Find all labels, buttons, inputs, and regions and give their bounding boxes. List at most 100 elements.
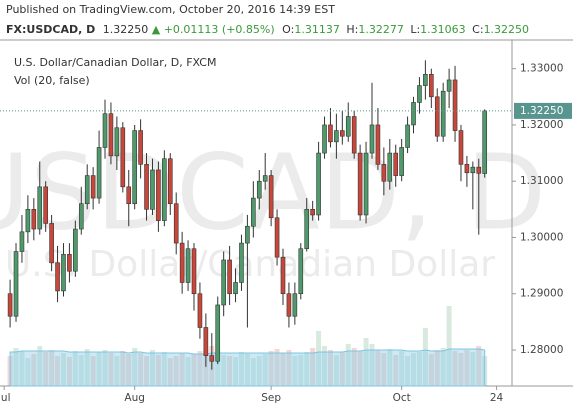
candle-body bbox=[256, 180, 262, 199]
price: 1.32250 bbox=[103, 23, 149, 36]
candle-body bbox=[162, 158, 167, 221]
low-value: 1.31063 bbox=[420, 23, 466, 36]
candle-body bbox=[334, 130, 339, 143]
candle-body bbox=[43, 186, 48, 224]
candle-body bbox=[239, 242, 244, 283]
candle-body bbox=[197, 293, 203, 328]
volume-bar bbox=[292, 356, 298, 386]
close-value: 1.32250 bbox=[484, 23, 530, 36]
candle-body bbox=[322, 124, 327, 154]
volume-bar bbox=[155, 355, 161, 386]
volume-bar bbox=[66, 357, 72, 386]
volume-bar bbox=[185, 357, 191, 386]
low-label: L: bbox=[410, 23, 420, 36]
volume-bar bbox=[37, 346, 43, 386]
volume-bar bbox=[90, 356, 96, 386]
volume-bar bbox=[434, 350, 440, 386]
candle-body bbox=[245, 225, 250, 244]
volume-bar bbox=[244, 353, 250, 386]
volume-bar bbox=[19, 351, 25, 386]
open-label: O: bbox=[282, 23, 294, 36]
candle-body bbox=[185, 248, 191, 283]
candle-body bbox=[156, 169, 161, 221]
symbol: FX:USDCAD, D bbox=[6, 23, 95, 36]
candle-body bbox=[458, 130, 464, 165]
candle-body bbox=[102, 113, 108, 148]
candle-body bbox=[387, 152, 393, 182]
volume-bar bbox=[149, 350, 155, 386]
volume-bar bbox=[84, 349, 90, 386]
candle-body bbox=[464, 164, 470, 174]
candle-body bbox=[482, 110, 488, 174]
open-value: 1.31137 bbox=[294, 23, 340, 36]
last-price-label: 1.32250 bbox=[520, 105, 563, 117]
candle-body bbox=[90, 175, 96, 199]
volume-bar bbox=[144, 356, 150, 386]
candle-body bbox=[49, 223, 54, 264]
close-label: C: bbox=[472, 23, 483, 36]
volume-bar bbox=[126, 354, 132, 386]
candle-body bbox=[399, 147, 404, 176]
candle-body bbox=[440, 90, 446, 137]
y-tick-label: 1.31000 bbox=[520, 175, 563, 187]
axes-layer: 1.28000 1.29000 1.30000 1.31000 1.32000 1.330… bbox=[0, 63, 572, 404]
volume-bar bbox=[191, 354, 197, 386]
candle-body bbox=[274, 217, 280, 258]
volume-bar bbox=[304, 352, 310, 386]
volume-bar bbox=[203, 348, 209, 386]
volume-bar bbox=[357, 351, 363, 386]
x-tick-label: Sep bbox=[261, 392, 281, 404]
volume-bar bbox=[381, 353, 387, 386]
volume-bar bbox=[49, 350, 55, 386]
volume-bar bbox=[138, 353, 144, 386]
legend-symbol: U.S. Dollar/Canadian Dollar, D, FXCM bbox=[14, 56, 216, 69]
volume-bar bbox=[387, 349, 393, 386]
volume-bar bbox=[458, 353, 464, 386]
volume-bar bbox=[393, 355, 399, 386]
volume-bar bbox=[215, 350, 221, 386]
volume-bar bbox=[280, 353, 286, 386]
volume-bar bbox=[316, 331, 322, 386]
y-tick-label: 1.33000 bbox=[520, 63, 563, 75]
candle-body bbox=[280, 256, 286, 295]
candle-body bbox=[209, 355, 215, 362]
volume-bar bbox=[274, 349, 280, 386]
candle-body bbox=[132, 130, 137, 205]
watermark-description: U.S. Dollar/Canadian Dollar bbox=[5, 244, 495, 285]
arrow: ▲ bbox=[152, 23, 161, 36]
candle-body bbox=[298, 248, 304, 295]
candle-body bbox=[476, 166, 482, 174]
candle-body bbox=[191, 248, 197, 295]
candle-body bbox=[179, 242, 185, 283]
volume-bar bbox=[173, 356, 179, 386]
volume-bar bbox=[322, 346, 328, 386]
candle-body bbox=[310, 209, 315, 216]
volume-bar bbox=[238, 352, 244, 386]
candle-body bbox=[316, 152, 321, 216]
volume-bar bbox=[298, 355, 304, 386]
x-tick-label: Aug bbox=[124, 392, 145, 404]
candle-body bbox=[304, 209, 310, 250]
candle-body bbox=[84, 175, 90, 205]
candle-body bbox=[120, 127, 126, 188]
volume-bar bbox=[60, 353, 66, 386]
candle-body bbox=[262, 175, 268, 182]
candle-body bbox=[434, 96, 440, 137]
volume-bar bbox=[405, 356, 411, 386]
candle-body bbox=[452, 79, 458, 131]
volume-bar bbox=[452, 351, 458, 386]
candle-body bbox=[363, 152, 369, 216]
volume-bar bbox=[114, 356, 120, 386]
candle-body bbox=[357, 152, 363, 216]
candle-body bbox=[375, 124, 381, 165]
volume-bar bbox=[250, 358, 256, 386]
y-tick-label: 1.28000 bbox=[520, 344, 563, 356]
candle-body bbox=[286, 293, 292, 317]
candle-body bbox=[393, 152, 399, 176]
volume-bar bbox=[440, 348, 446, 386]
volume-bar bbox=[464, 350, 470, 386]
y-tick-label: 1.29000 bbox=[520, 288, 563, 300]
volume-bar bbox=[78, 355, 84, 386]
candle-body bbox=[381, 164, 387, 182]
